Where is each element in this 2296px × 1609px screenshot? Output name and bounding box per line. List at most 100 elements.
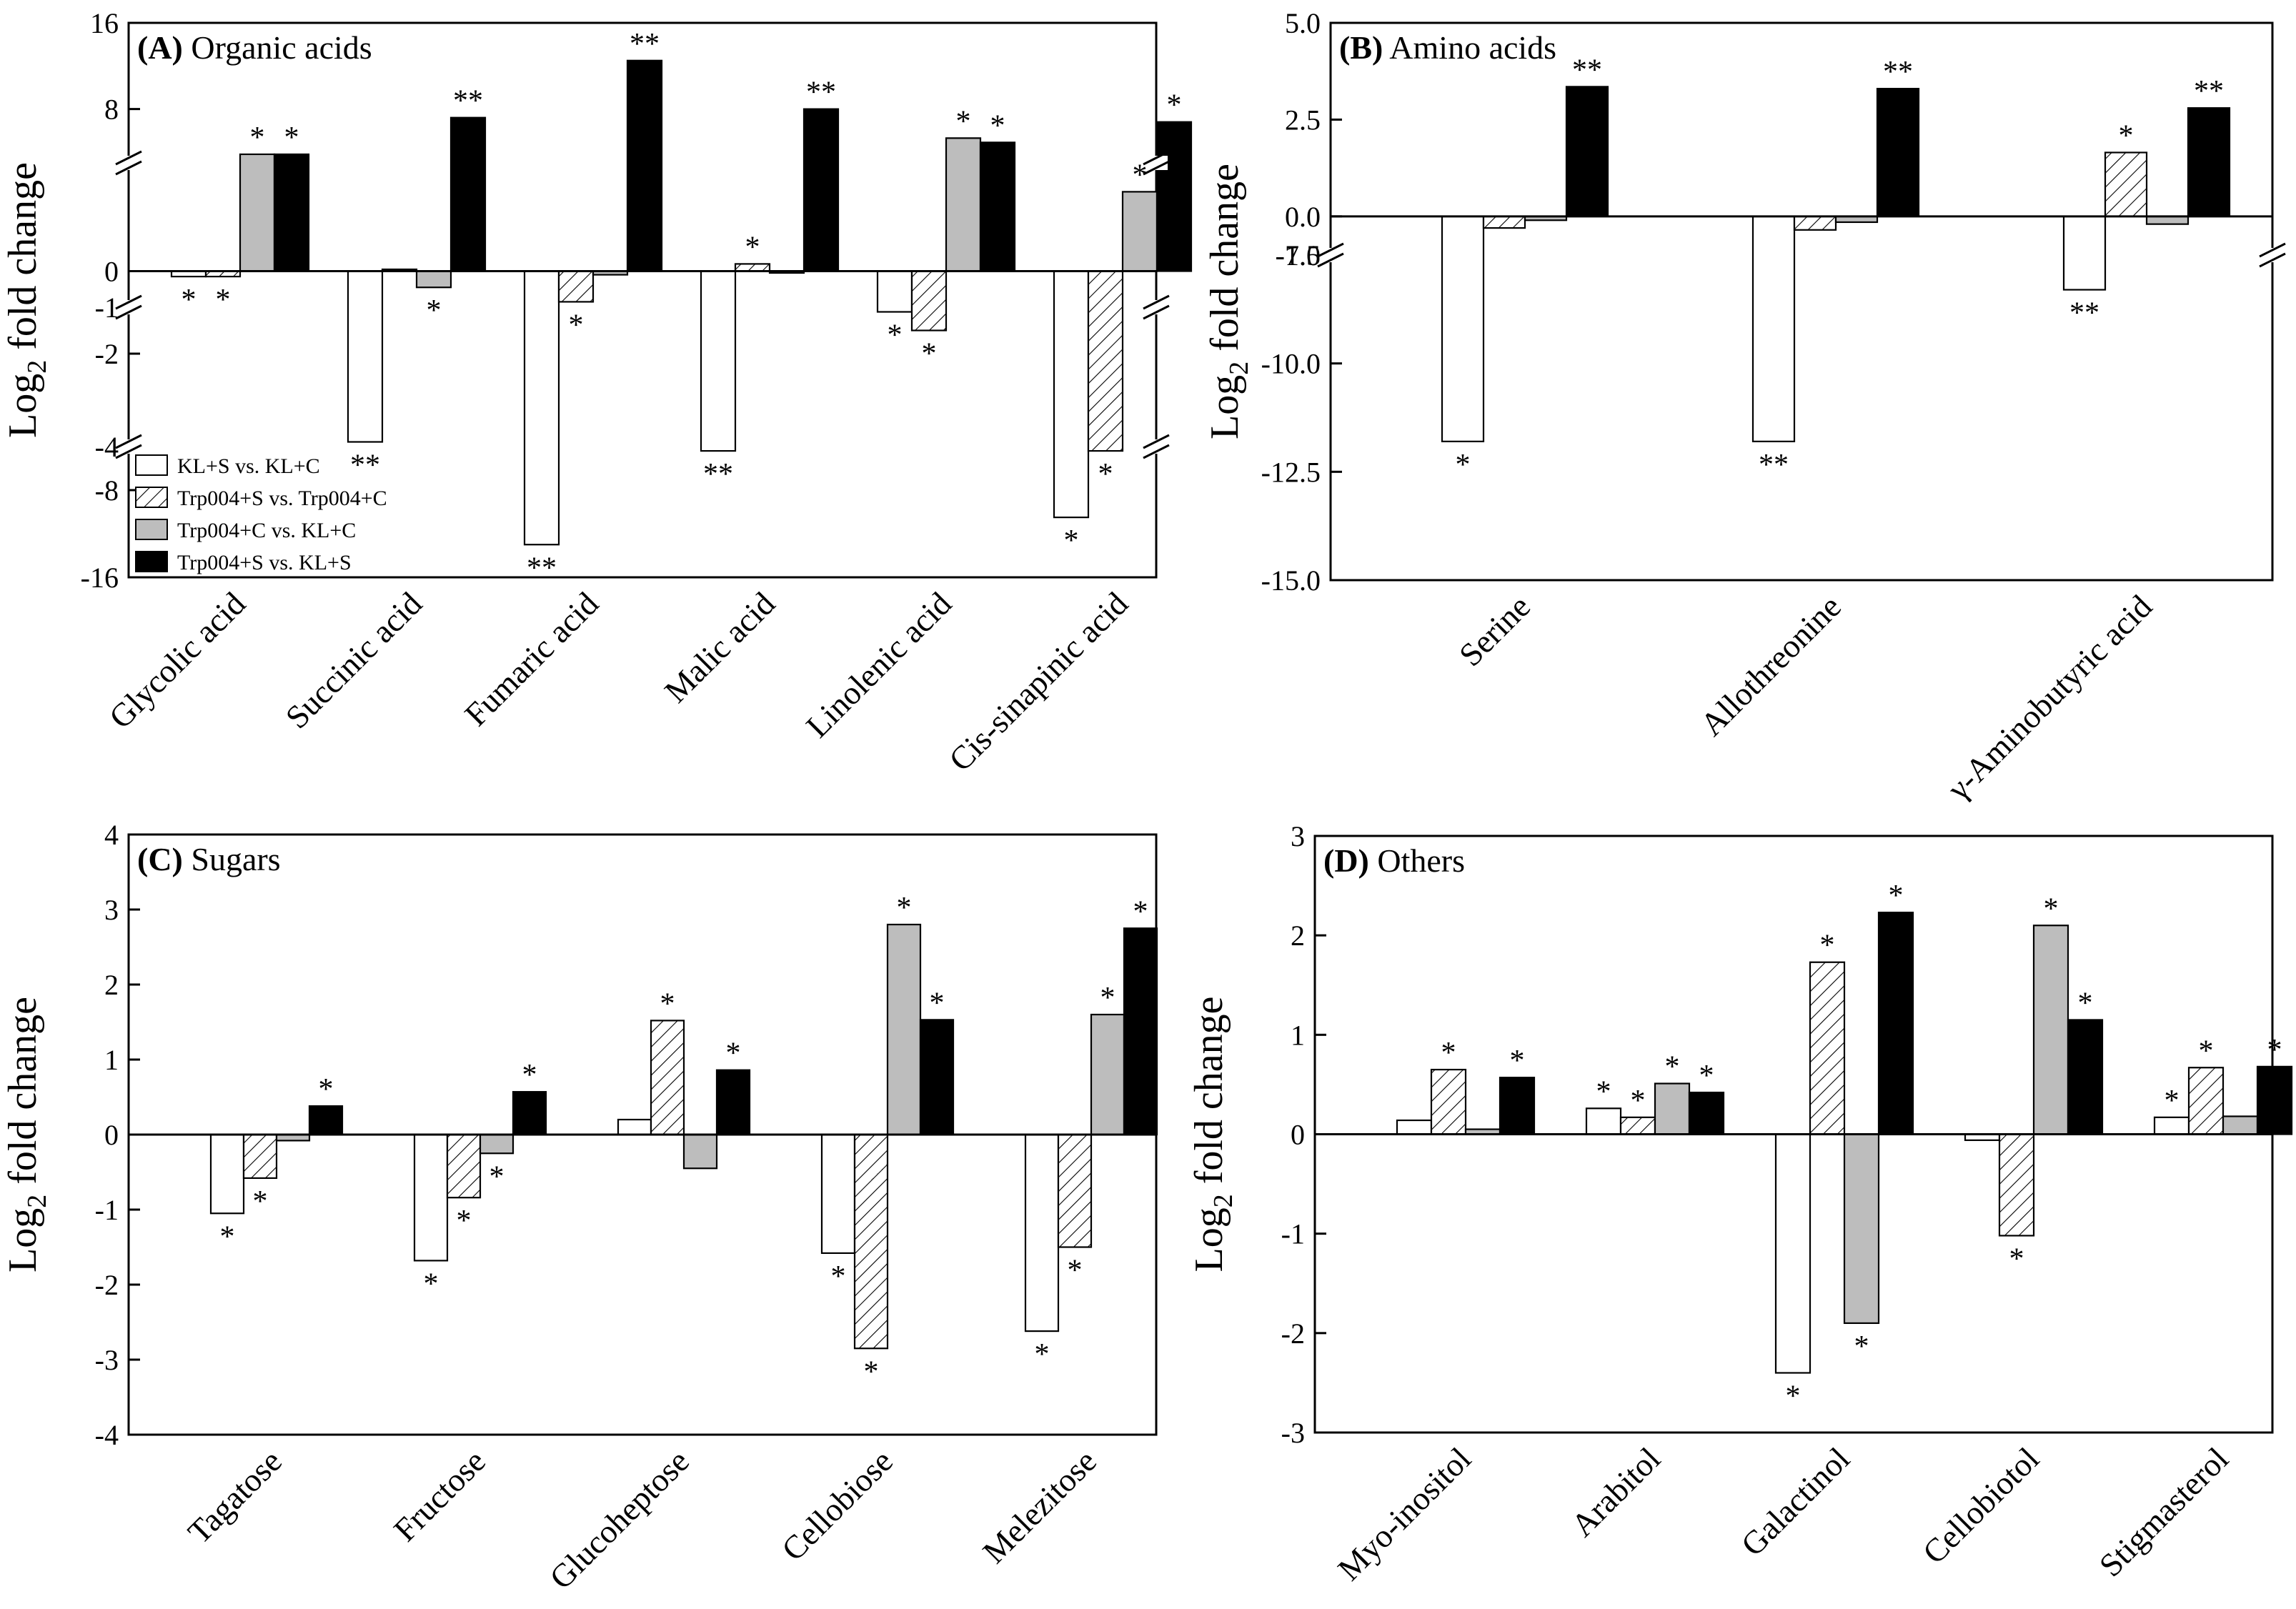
significance-mark: * bbox=[284, 121, 299, 154]
y-tick-label: -8 bbox=[95, 474, 119, 507]
bar bbox=[347, 270, 384, 443]
axis-break-gap bbox=[1145, 156, 1168, 170]
significance-mark: * bbox=[1665, 1051, 1680, 1084]
significance-mark: * bbox=[1100, 982, 1115, 1015]
y-tick-label: 2 bbox=[1291, 920, 1305, 952]
significance-mark: * bbox=[922, 338, 937, 371]
y-axis-title: Log2 fold change bbox=[1203, 164, 1254, 439]
axis-break-mark bbox=[115, 150, 142, 166]
bar bbox=[1565, 86, 1609, 217]
category-label: Allothreonine bbox=[1693, 588, 1848, 743]
bar bbox=[1793, 215, 1837, 231]
axis-break-mark bbox=[1143, 150, 1170, 166]
bar bbox=[1057, 1133, 1093, 1248]
significance-mark: * bbox=[2267, 1034, 2282, 1067]
bar bbox=[1396, 1119, 1433, 1135]
y-tick-label: -1 bbox=[95, 1194, 119, 1226]
bar bbox=[1843, 1133, 1880, 1325]
category-label: γ-Aminobutyric acid bbox=[1939, 588, 2159, 807]
axis-break-mark bbox=[1317, 242, 1344, 258]
y-tick-label: 5.0 bbox=[1285, 7, 1321, 39]
panel-label: (A) bbox=[137, 29, 183, 66]
significance-mark: * bbox=[660, 987, 675, 1020]
bar bbox=[2187, 107, 2231, 217]
y-tick-label: -2 bbox=[95, 338, 119, 370]
significance-mark: * bbox=[2119, 119, 2134, 152]
category-label: Cellobiose bbox=[775, 1443, 900, 1568]
significance-mark: * bbox=[1068, 1255, 1083, 1287]
axis-break-mark bbox=[1143, 160, 1170, 176]
significance-mark: * bbox=[2044, 892, 2059, 925]
y-tick-label: -12.5 bbox=[1261, 456, 1321, 488]
axis-break-mark bbox=[1143, 444, 1170, 459]
axis-break-mark bbox=[115, 434, 142, 449]
y-tick-label: -1.0 bbox=[1276, 239, 1321, 272]
y-axis-title-main: Log bbox=[1, 1208, 45, 1272]
significance-mark: ** bbox=[2194, 75, 2224, 108]
y-axis-title-sub: 2 bbox=[22, 1195, 52, 1208]
y-tick-label: 1 bbox=[1291, 1019, 1305, 1051]
panel-label: (D) bbox=[1323, 842, 1369, 879]
axis-break-gap bbox=[117, 439, 140, 454]
panel-title: (A) Organic acids bbox=[137, 29, 372, 66]
bar bbox=[820, 1133, 856, 1254]
significance-mark: * bbox=[250, 121, 265, 154]
y-axis-title-main: Log bbox=[1, 374, 45, 438]
axis-break-mark bbox=[1143, 294, 1170, 310]
bar bbox=[802, 108, 840, 272]
y-tick-label: 2 bbox=[104, 969, 119, 1001]
legend-swatch bbox=[135, 519, 168, 540]
significance-mark: * bbox=[2165, 1085, 2180, 1117]
category-label: Glucoheptose bbox=[542, 1443, 696, 1596]
bar bbox=[886, 923, 922, 1136]
bar bbox=[682, 1133, 718, 1170]
y-tick-label: -1 bbox=[1281, 1218, 1305, 1250]
bar bbox=[715, 1069, 751, 1136]
significance-mark: * bbox=[457, 1205, 472, 1237]
y-axis-title-sub: 2 bbox=[1208, 1194, 1238, 1207]
y-axis-title: Log2 fold change bbox=[1187, 997, 1238, 1272]
axis-break-mark bbox=[115, 294, 142, 310]
significance-mark: * bbox=[864, 1355, 879, 1388]
bar bbox=[449, 116, 487, 272]
legend-label: Trp004+S vs. KL+S bbox=[177, 551, 352, 574]
bar bbox=[1499, 1077, 1536, 1135]
category-label: Succinic acid bbox=[279, 585, 429, 735]
axis-break-gap bbox=[1319, 248, 1342, 262]
significance-mark: ** bbox=[630, 28, 660, 61]
bar bbox=[1998, 1133, 2035, 1237]
axis-break-gap bbox=[2261, 248, 2284, 262]
significance-mark: * bbox=[726, 1037, 741, 1070]
panel-title: (B) Amino acids bbox=[1339, 29, 1556, 66]
y-tick-label: 3 bbox=[1291, 820, 1305, 852]
significance-mark: * bbox=[1820, 930, 1835, 962]
bar bbox=[650, 1020, 685, 1136]
bar bbox=[1087, 270, 1124, 452]
significance-mark: * bbox=[1035, 1338, 1050, 1371]
legend-swatch bbox=[135, 454, 168, 476]
y-tick-label: 1 bbox=[104, 1044, 119, 1076]
bar bbox=[617, 1118, 652, 1136]
significance-mark: * bbox=[522, 1059, 537, 1092]
significance-mark: ** bbox=[527, 552, 557, 584]
bar bbox=[734, 263, 771, 272]
axis-break-mark bbox=[1143, 304, 1170, 320]
y-axis-title-sub: 2 bbox=[22, 360, 52, 374]
significance-mark: * bbox=[1786, 1380, 1801, 1413]
legend: KL+S vs. KL+C Trp004+S vs. Trp004+C Trp004… bbox=[135, 454, 387, 574]
y-axis-title-rest: fold change bbox=[1187, 997, 1231, 1195]
axis-break-mark bbox=[115, 304, 142, 320]
legend-swatch bbox=[135, 487, 168, 508]
significance-mark: * bbox=[1064, 524, 1079, 557]
axis-break-mark bbox=[115, 444, 142, 459]
significance-mark: * bbox=[1510, 1045, 1525, 1077]
significance-mark: * bbox=[216, 284, 231, 317]
category-label: Galactinol bbox=[1734, 1440, 1857, 1563]
panel-title: (C) Sugars bbox=[137, 841, 281, 877]
bar bbox=[2062, 215, 2107, 291]
bars-layer bbox=[170, 59, 2293, 1374]
category-label: Myo-inositol bbox=[1331, 1440, 1478, 1588]
bar bbox=[979, 141, 1016, 272]
significance-mark: * bbox=[2078, 987, 2093, 1020]
